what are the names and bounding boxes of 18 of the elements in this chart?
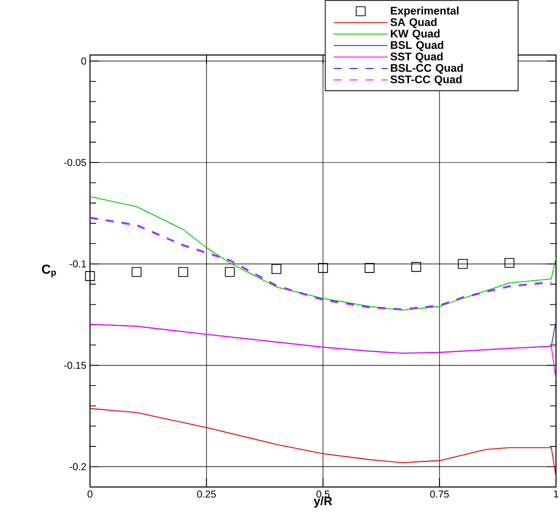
x-tick-label: 1 — [554, 490, 558, 498]
y-tick-label: -0.2 — [70, 463, 86, 470]
legend-label: BSL-CC Quad — [390, 64, 463, 74]
legend-label: KW Quad — [390, 29, 440, 40]
legend-label: SST-CC Quad — [390, 75, 462, 86]
x-tick-label: 0.75 — [430, 490, 449, 498]
x-tick-label: 0.25 — [197, 490, 216, 498]
legend-label: SST Quad — [390, 52, 443, 62]
legend-label: BSL Quad — [390, 40, 444, 52]
y-tick-label: -0.1 — [70, 260, 86, 268]
x-tick-label: 0 — [88, 490, 92, 498]
y-tick-label: -0.15 — [64, 362, 86, 369]
y-tick-label: 0 — [81, 58, 86, 65]
legend-label: SA Quad — [390, 18, 436, 28]
legend-label: Experimental — [390, 6, 458, 17]
y-axis-title: C$_{p}$ — [42, 264, 56, 278]
x-axis-title: y/R — [314, 496, 332, 508]
y-tick-label: -0.05 — [64, 158, 86, 166]
